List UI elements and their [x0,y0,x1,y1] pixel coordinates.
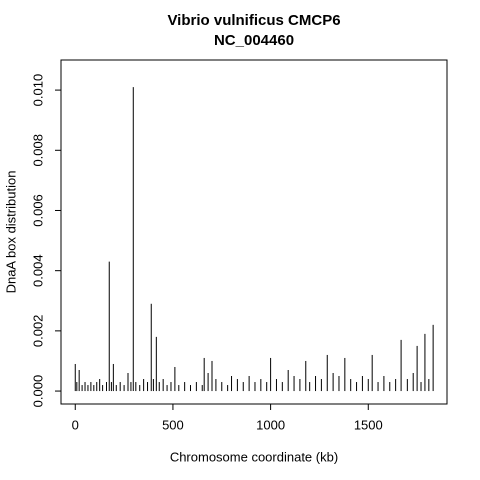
chart-subtitle: NC_004460 [214,32,294,49]
y-tick-label: 0.000 [30,375,45,408]
y-tick-label: 0.010 [30,74,45,107]
y-tick-label: 0.008 [30,134,45,167]
x-tick-label: 1500 [354,417,383,432]
plot-frame [60,59,448,405]
y-tick-label: 0.002 [30,315,45,348]
y-axis-label: DnaA box distribution [3,171,18,294]
chart-title: Vibrio vulnificus CMCP6 [167,12,340,29]
x-tick-label: 0 [72,417,79,432]
y-tick-label: 0.004 [30,254,45,287]
x-tick-label: 500 [162,417,184,432]
x-axis-label: Chromosome coordinate (kb) [170,449,338,464]
x-tick-label: 1000 [256,417,285,432]
y-tick-label: 0.006 [30,194,45,227]
